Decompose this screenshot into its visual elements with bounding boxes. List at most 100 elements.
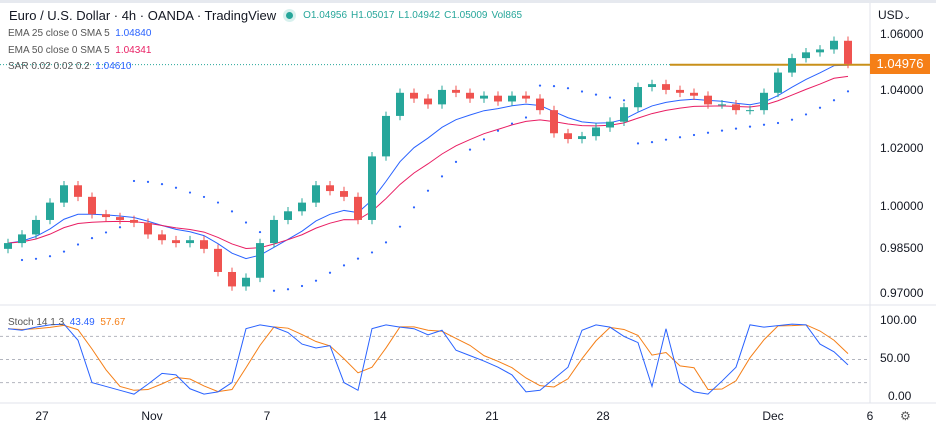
sar-dot <box>118 226 122 229</box>
candle-body <box>18 234 26 244</box>
sar-dot <box>748 125 752 128</box>
sar-dot <box>720 129 724 132</box>
time-tick: 21 <box>485 409 499 423</box>
sar-dot <box>678 136 682 139</box>
candle-body <box>550 110 558 134</box>
sar-dot <box>468 148 472 151</box>
ema25-legend[interactable]: EMA 25 close 0 SMA 5 1.04840 <box>8 28 152 39</box>
candle-body <box>256 243 264 278</box>
sar-dot <box>216 201 220 204</box>
sar-dot <box>328 271 332 274</box>
sar-dot <box>412 206 416 209</box>
candle-body <box>508 95 516 102</box>
candle-body <box>844 40 852 64</box>
settings-gear-icon[interactable]: ⚙ <box>900 409 911 423</box>
candle-body <box>564 133 572 140</box>
price-chart[interactable] <box>0 3 936 428</box>
close-value: C1.05009 <box>444 10 488 21</box>
price-tick: 1.00000 <box>880 199 924 213</box>
sar-dot <box>818 106 822 109</box>
sar-dot <box>48 255 52 258</box>
ema50-legend[interactable]: EMA 50 close 0 SMA 5 1.04341 <box>8 45 152 56</box>
time-tick: Nov <box>141 409 163 423</box>
sar-dot <box>230 210 234 213</box>
sar-dot <box>580 90 584 93</box>
stoch-d-line <box>7 324 849 393</box>
candle-body <box>802 52 810 59</box>
price-tick: 0.97000 <box>880 286 924 300</box>
candle-body <box>690 92 698 96</box>
candle-body <box>466 92 474 99</box>
candle-body <box>452 89 460 93</box>
candle-body <box>788 58 796 73</box>
sar-dot <box>594 93 598 96</box>
sar-dot <box>636 142 640 145</box>
sar-dot <box>510 122 514 125</box>
sar-dot <box>342 264 346 267</box>
sar-dot <box>384 241 388 244</box>
sar-dot <box>524 116 528 119</box>
candle-body <box>340 191 348 197</box>
sar-dot <box>692 133 696 137</box>
sar-dot <box>426 189 430 192</box>
candle-body <box>704 95 712 105</box>
symbol-title: Euro / U.S. Dollar · 4h · OANDA · Tradin… <box>9 8 277 23</box>
sar-legend[interactable]: SAR 0.02 0.02 0.2 1.04610 <box>8 61 132 72</box>
candle-body <box>200 240 208 249</box>
candle-body <box>620 107 628 122</box>
chart-header: Euro / U.S. Dollar · 4h · OANDA · Tradin… <box>9 8 522 23</box>
candle-body <box>648 84 656 88</box>
sar-dot <box>356 257 360 260</box>
candle-body <box>270 219 278 244</box>
sar-dot <box>132 179 136 183</box>
sar-dot <box>244 221 248 224</box>
candle-body <box>718 104 726 106</box>
candle-body <box>228 271 236 287</box>
sar-dot <box>846 90 850 93</box>
price-tick: 1.06000 <box>880 27 924 41</box>
sar-dot <box>622 99 626 102</box>
sar-dot <box>202 195 206 199</box>
sar-dot <box>734 127 738 130</box>
time-tick: 28 <box>596 409 610 423</box>
price-tick: 1.02000 <box>880 141 924 155</box>
candle-body <box>592 127 600 137</box>
sar-dot <box>272 289 276 292</box>
sar-dot <box>650 141 654 144</box>
candle-body <box>214 248 222 272</box>
sar-dot <box>440 175 444 178</box>
candle-body <box>326 185 334 192</box>
candle-body <box>46 202 54 220</box>
sar-dot <box>706 131 710 134</box>
candle-body <box>494 95 502 102</box>
stoch-tick: 100.00 <box>880 313 917 327</box>
candle-body <box>284 211 292 220</box>
candle-body <box>88 196 96 215</box>
candle-body <box>116 217 124 220</box>
candle-body <box>60 185 68 203</box>
candle-body <box>732 104 740 111</box>
last-price-label: 1.04976 <box>870 54 930 74</box>
sar-dot <box>62 250 66 253</box>
candle-body <box>186 240 194 244</box>
sar-dot <box>286 288 290 291</box>
sar-dot <box>104 231 108 234</box>
candle-body <box>74 185 82 197</box>
sar-dot <box>314 279 318 282</box>
sar-dot <box>832 99 836 102</box>
candle-body <box>144 222 152 235</box>
currency-selector[interactable]: USD⌄ <box>878 8 911 22</box>
candle-body <box>536 98 544 111</box>
sar-dot <box>20 258 24 262</box>
sar-dot <box>90 237 94 240</box>
stoch-legend[interactable]: Stoch 14 1 3 43.49 57.67 <box>8 317 126 328</box>
sar-dot <box>790 118 794 121</box>
ohlc-readout: O1.04956 H1.05017 L1.04942 C1.05009 Vol8… <box>303 10 522 21</box>
sar-dot <box>398 225 402 228</box>
candle-body <box>438 89 446 105</box>
candle-body <box>298 202 306 212</box>
sar-dot <box>174 186 178 189</box>
stoch-tick: 0.00 <box>888 389 912 403</box>
time-tick: 27 <box>35 409 49 423</box>
